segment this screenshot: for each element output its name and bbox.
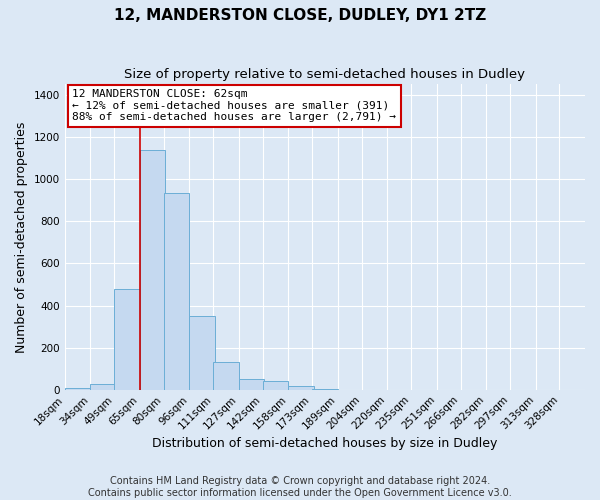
Text: Contains HM Land Registry data © Crown copyright and database right 2024.
Contai: Contains HM Land Registry data © Crown c… bbox=[88, 476, 512, 498]
Text: 12 MANDERSTON CLOSE: 62sqm
← 12% of semi-detached houses are smaller (391)
88% o: 12 MANDERSTON CLOSE: 62sqm ← 12% of semi… bbox=[73, 89, 397, 122]
Bar bbox=[239, 379, 264, 390]
Bar bbox=[65, 388, 90, 390]
Title: Size of property relative to semi-detached houses in Dudley: Size of property relative to semi-detach… bbox=[124, 68, 526, 80]
Y-axis label: Number of semi-detached properties: Number of semi-detached properties bbox=[15, 122, 28, 353]
Bar bbox=[140, 150, 165, 390]
Bar bbox=[90, 384, 116, 390]
Bar bbox=[263, 382, 288, 390]
Bar bbox=[114, 288, 140, 390]
Bar bbox=[288, 386, 314, 390]
Bar bbox=[213, 362, 239, 390]
Bar bbox=[164, 193, 189, 390]
X-axis label: Distribution of semi-detached houses by size in Dudley: Distribution of semi-detached houses by … bbox=[152, 437, 497, 450]
Text: 12, MANDERSTON CLOSE, DUDLEY, DY1 2TZ: 12, MANDERSTON CLOSE, DUDLEY, DY1 2TZ bbox=[114, 8, 486, 22]
Bar bbox=[189, 316, 215, 390]
Bar bbox=[312, 389, 338, 390]
